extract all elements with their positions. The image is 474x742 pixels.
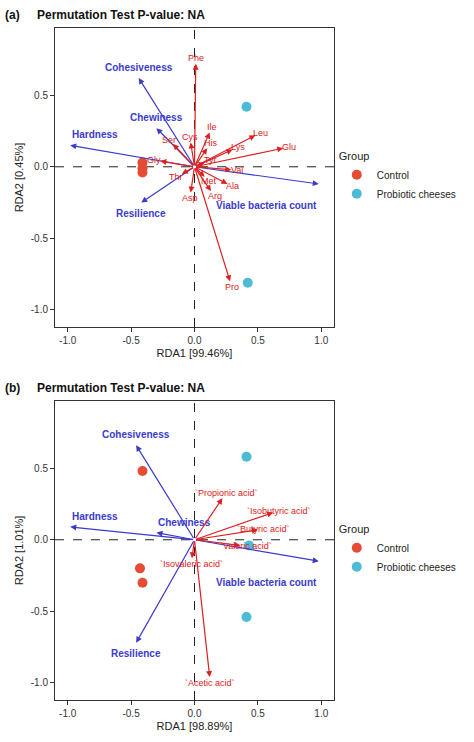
svg-text:-0.5: -0.5	[31, 233, 49, 244]
svg-text:Thr: Thr	[169, 172, 183, 182]
svg-text:-1.0: -1.0	[31, 677, 49, 688]
svg-text:Group: Group	[339, 150, 370, 162]
svg-text:RDA2 [1.01%]: RDA2 [1.01%]	[13, 516, 25, 586]
svg-text:1.0: 1.0	[314, 335, 328, 346]
svg-text:Control: Control	[377, 543, 409, 554]
svg-text:0.0: 0.0	[188, 708, 202, 719]
svg-text:RDA1 [98.89%]: RDA1 [98.89%]	[157, 720, 233, 732]
svg-text:Viable bacteria count: Viable bacteria count	[216, 577, 317, 588]
svg-text:Asp: Asp	[182, 193, 198, 203]
svg-text:0.0: 0.0	[34, 534, 48, 545]
svg-text:0.0: 0.0	[34, 161, 48, 172]
svg-text:Gly: Gly	[147, 155, 161, 165]
svg-text:Val: Val	[231, 165, 243, 175]
svg-text:Phe: Phe	[188, 53, 204, 63]
svg-text:Permutation Test P-value: NA: Permutation Test P-value: NA	[37, 8, 205, 22]
svg-text:Probiotic cheeses: Probiotic cheeses	[377, 562, 456, 573]
svg-text:Viable bacteria count: Viable bacteria count	[216, 200, 317, 211]
svg-text:Met: Met	[201, 176, 217, 186]
svg-text:Cohesiveness: Cohesiveness	[105, 62, 173, 73]
svg-text:RDA1 [99.46%]: RDA1 [99.46%]	[157, 347, 233, 359]
svg-text:Resilience: Resilience	[111, 648, 161, 659]
svg-text:Ile: Ile	[207, 122, 217, 132]
svg-text:Permutation Test P-value: NA: Permutation Test P-value: NA	[37, 381, 205, 395]
svg-text:Control: Control	[377, 170, 409, 181]
svg-text:`Butyric acid`: `Butyric acid`	[237, 524, 290, 534]
svg-text:0.0: 0.0	[188, 335, 202, 346]
svg-text:Cys: Cys	[182, 132, 198, 142]
svg-text:`Acetic acid`: `Acetic acid`	[185, 678, 235, 688]
svg-text:`Isovaleric acid`: `Isovaleric acid`	[160, 559, 223, 569]
svg-text:0.5: 0.5	[251, 335, 265, 346]
svg-text:Pro: Pro	[225, 282, 239, 292]
svg-text:Hardness: Hardness	[72, 511, 118, 522]
svg-text:Arg: Arg	[208, 191, 222, 201]
svg-text:Cohesiveness: Cohesiveness	[102, 429, 170, 440]
svg-text:Group: Group	[339, 523, 370, 535]
svg-text:Ser: Ser	[162, 135, 176, 145]
svg-text:Resilience: Resilience	[116, 208, 166, 219]
svg-text:Tyr: Tyr	[204, 155, 217, 165]
svg-text:`Propionic acid`: `Propionic acid`	[195, 488, 258, 498]
svg-text:Glu: Glu	[282, 142, 296, 152]
svg-text:Hardness: Hardness	[72, 129, 118, 140]
svg-text:-0.5: -0.5	[31, 606, 49, 617]
svg-text:His: His	[204, 138, 217, 148]
svg-text:(a): (a)	[5, 8, 20, 22]
svg-text:Lys: Lys	[231, 142, 245, 152]
svg-text:Probiotic cheeses: Probiotic cheeses	[377, 189, 456, 200]
svg-text:-0.5: -0.5	[122, 335, 140, 346]
svg-text:0.5: 0.5	[251, 708, 265, 719]
svg-text:`Isobutyric acid`: `Isobutyric acid`	[247, 506, 311, 516]
svg-text:-1.0: -1.0	[59, 335, 77, 346]
svg-text:Chewiness: Chewiness	[158, 517, 211, 528]
svg-text:-1.0: -1.0	[31, 304, 49, 315]
svg-text:-1.0: -1.0	[59, 708, 77, 719]
svg-text:(b): (b)	[5, 381, 20, 395]
svg-text:Leu: Leu	[253, 128, 268, 138]
svg-text:RDA2 [0.45%]: RDA2 [0.45%]	[13, 143, 25, 213]
svg-text:0.5: 0.5	[34, 90, 48, 101]
svg-text:0.5: 0.5	[34, 463, 48, 474]
svg-text:-0.5: -0.5	[122, 708, 140, 719]
svg-text:`Valeric acid`: `Valeric acid`	[220, 541, 272, 551]
svg-text:1.0: 1.0	[314, 708, 328, 719]
svg-text:Ala: Ala	[226, 181, 239, 191]
svg-text:Chewiness: Chewiness	[130, 112, 183, 123]
